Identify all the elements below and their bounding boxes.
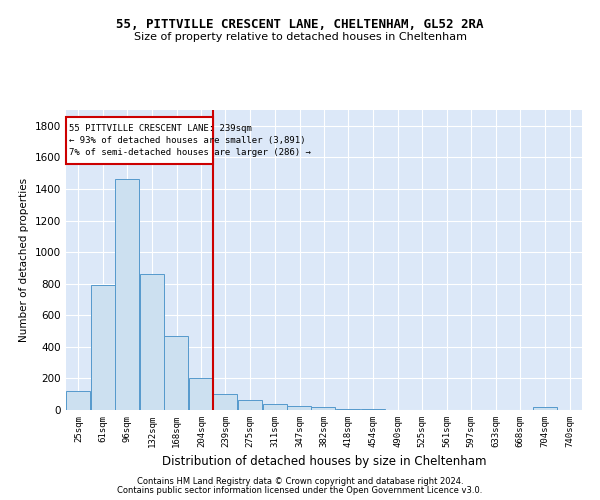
Bar [189,378,213,410]
Bar [361,409,385,410]
Bar [91,286,115,410]
Text: 55 PITTVILLE CRESCENT LANE: 239sqm
← 93% of detached houses are smaller (3,891)
: 55 PITTVILLE CRESCENT LANE: 239sqm ← 93%… [69,124,311,157]
Bar [140,274,164,410]
Text: Size of property relative to detached houses in Cheltenham: Size of property relative to detached ho… [133,32,467,42]
Bar [66,391,90,410]
Bar [287,406,311,410]
Text: Contains public sector information licensed under the Open Government Licence v3: Contains public sector information licen… [118,486,482,495]
Bar [164,336,188,410]
Bar [238,400,262,410]
Bar [311,407,335,410]
Text: Contains HM Land Registry data © Crown copyright and database right 2024.: Contains HM Land Registry data © Crown c… [137,477,463,486]
Y-axis label: Number of detached properties: Number of detached properties [19,178,29,342]
Bar [213,394,237,410]
Bar [115,180,139,410]
FancyBboxPatch shape [66,117,213,164]
Bar [263,404,287,410]
Bar [533,407,557,410]
Text: 55, PITTVILLE CRESCENT LANE, CHELTENHAM, GL52 2RA: 55, PITTVILLE CRESCENT LANE, CHELTENHAM,… [116,18,484,30]
X-axis label: Distribution of detached houses by size in Cheltenham: Distribution of detached houses by size … [162,456,486,468]
Bar [336,409,360,410]
